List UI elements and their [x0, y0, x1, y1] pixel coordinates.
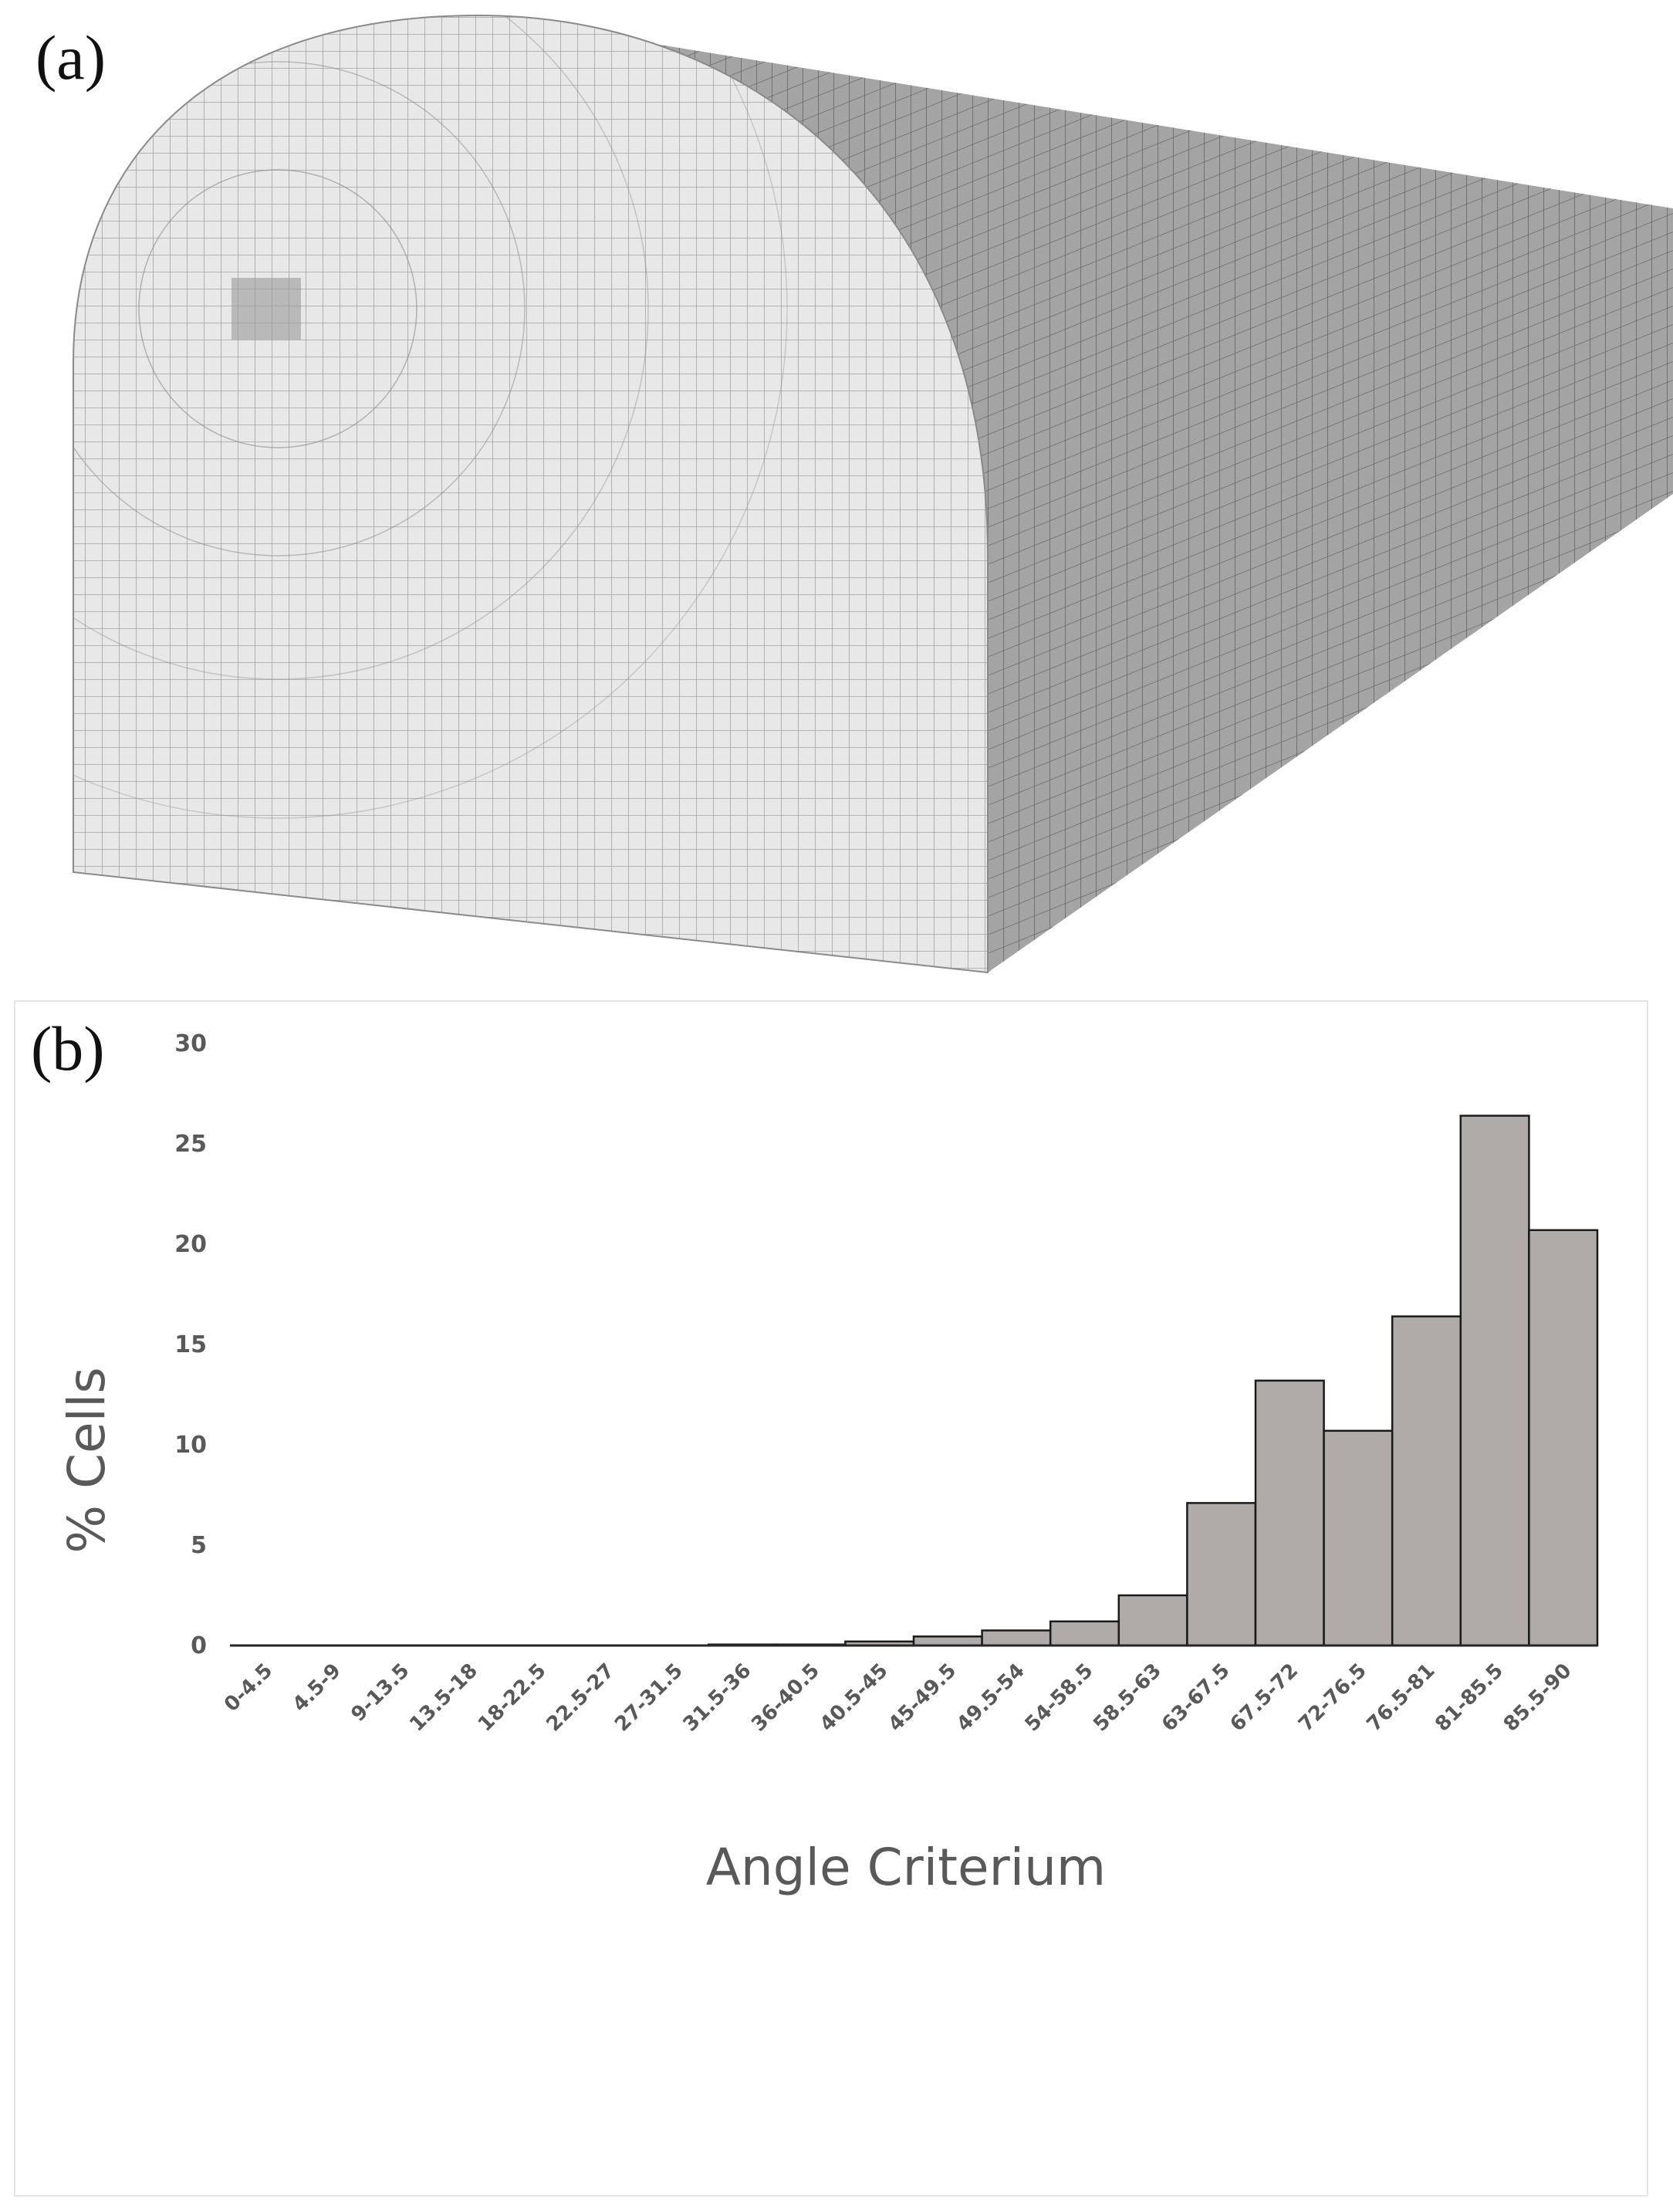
y-tick-label: 20: [174, 1231, 207, 1258]
tunnel-mesh-image: [73, 14, 1673, 974]
mesh-side-surface: [478, 15, 1673, 972]
x-tick-label: 85.5-90: [1499, 1659, 1577, 1737]
x-tick-label: 49.5-54: [952, 1659, 1029, 1737]
mesh-front-face: [73, 14, 989, 974]
y-tick-label: 10: [174, 1432, 207, 1459]
y-tick-label: 15: [174, 1331, 207, 1358]
x-axis-title: Angle Criterium: [706, 1838, 1106, 1897]
x-tick-label: 67.5-72: [1225, 1659, 1303, 1737]
panel-a-label: (a): [35, 22, 106, 93]
x-tick-label: 36-40.5: [747, 1659, 824, 1737]
y-tick-label: 5: [191, 1532, 207, 1559]
x-tick-label: 54-58.5: [1021, 1659, 1098, 1737]
x-tick-label: 0-4.5: [220, 1659, 277, 1716]
x-tick-label: 13.5-18: [405, 1659, 482, 1737]
x-tick-label: 22.5-27: [542, 1659, 619, 1737]
bar: [1186, 1502, 1257, 1647]
y-tick-label: 0: [191, 1632, 207, 1659]
bar: [1117, 1594, 1188, 1647]
x-tick-label: 31.5-36: [679, 1659, 756, 1737]
y-tick-label: 25: [174, 1131, 207, 1158]
x-tick-label: 58.5-63: [1089, 1659, 1166, 1737]
bar: [1528, 1229, 1599, 1647]
x-tick-label: 76.5-81: [1363, 1659, 1440, 1737]
bar: [1323, 1429, 1394, 1647]
x-tick-label: 45-49.5: [884, 1659, 961, 1737]
x-tick-label: 81-85.5: [1431, 1659, 1508, 1737]
bar: [981, 1629, 1052, 1647]
bar: [1391, 1315, 1462, 1647]
chart-frame: [14, 1000, 1648, 2197]
bar: [912, 1635, 983, 1647]
bar: [1459, 1114, 1530, 1647]
y-axis-title: % Cells: [57, 1367, 117, 1553]
x-tick-label: 9-13.5: [346, 1659, 414, 1727]
bar: [1254, 1379, 1325, 1647]
x-axis-ticks: 0-4.5 4.5-9 9-13.513.5-1818-22.522.5-2727-…: [220, 1659, 1577, 1737]
y-tick-label: 30: [174, 1030, 207, 1057]
bar: [1049, 1620, 1120, 1647]
y-axis-ticks: 0 5 10 15 20 25 30: [174, 1030, 207, 1659]
bars: [707, 1114, 1599, 1647]
x-tick-label: 40.5-45: [816, 1659, 893, 1737]
x-tick-label: 63-67.5: [1158, 1659, 1235, 1737]
x-tick-label: 27-31.5: [610, 1659, 688, 1737]
x-tick-label: 72-76.5: [1294, 1659, 1371, 1737]
panel-b-label: (b): [31, 1013, 105, 1084]
mesh-refined-region: [232, 278, 301, 340]
x-tick-label: 18-22.5: [474, 1659, 551, 1737]
x-tick-label: 4.5-9: [289, 1659, 346, 1716]
